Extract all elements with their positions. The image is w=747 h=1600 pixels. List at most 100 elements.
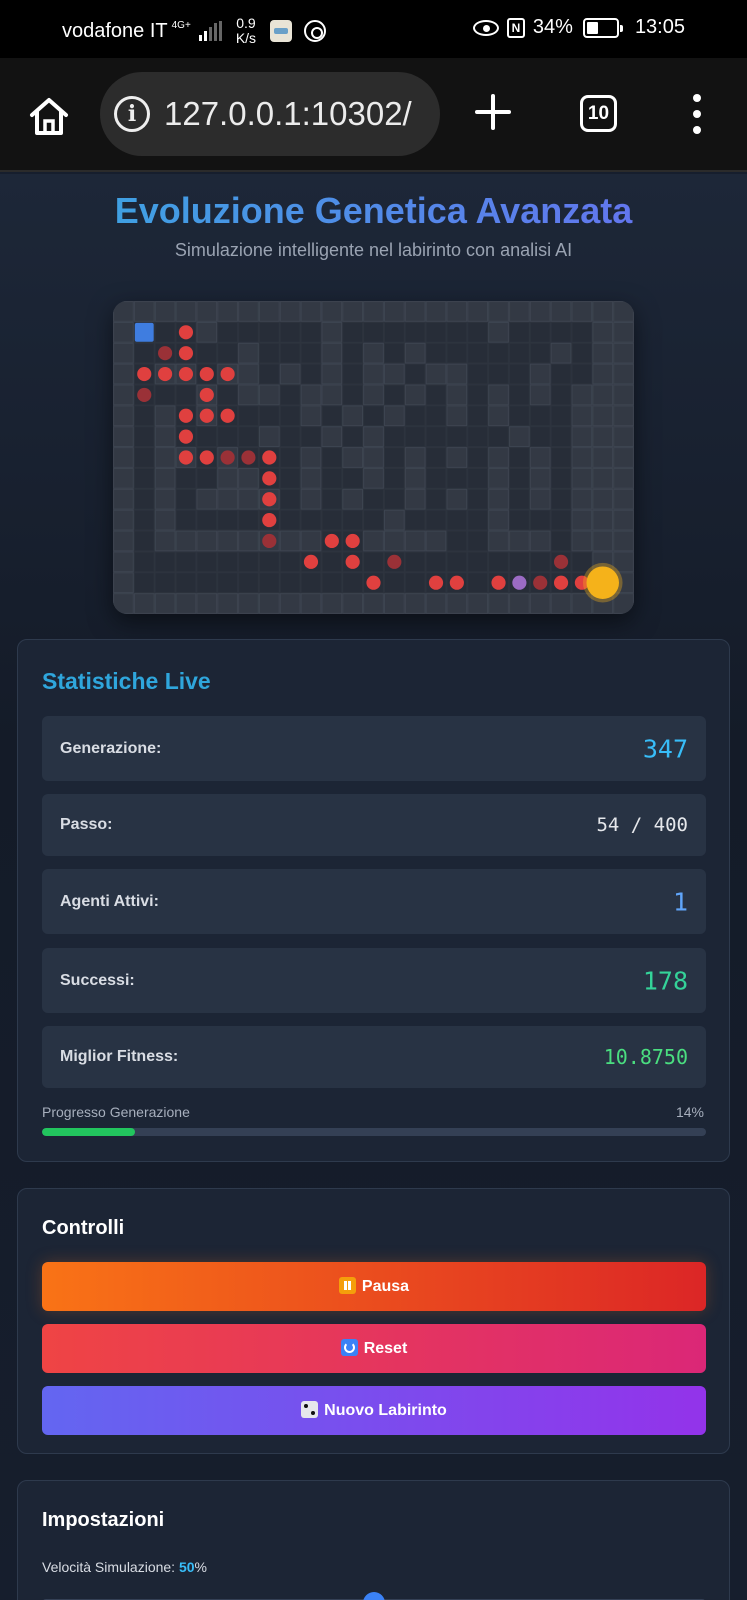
agent-dot <box>199 366 214 382</box>
maze-wall-cell <box>113 509 134 531</box>
maze-path-cell <box>404 426 426 447</box>
maze-wall-cell <box>488 509 509 531</box>
maze-wall-cell <box>446 363 468 385</box>
info-icon[interactable]: i <box>114 96 150 132</box>
agent-dot <box>137 366 152 382</box>
pause-icon <box>338 1277 356 1294</box>
maze-wall-cell <box>258 593 280 614</box>
maze-path-cell <box>279 551 301 573</box>
maze-wall-cell <box>113 447 134 468</box>
maze-wall-cell <box>300 593 322 614</box>
maze-wall-cell <box>509 301 530 322</box>
maze-wall-cell <box>238 342 259 364</box>
maze-path-cell <box>217 342 238 364</box>
maze-path-cell <box>425 488 447 510</box>
maze-path-cell <box>133 488 155 510</box>
maze-path-cell <box>321 488 343 510</box>
maze-wall-cell <box>529 301 551 322</box>
maze-path-cell <box>384 488 405 510</box>
maze-wall-cell <box>529 488 551 510</box>
maze-wall-cell <box>613 468 634 489</box>
maze-wall-cell <box>154 509 176 531</box>
maze-path-cell <box>529 509 551 531</box>
url-text[interactable]: 127.0.0.1:10302/ <box>164 95 412 132</box>
maze-wall-cell <box>488 468 509 489</box>
maze-path-cell <box>550 530 572 552</box>
address-bar[interactable]: i 127.0.0.1:10302/ <box>100 72 440 156</box>
maze-path-cell <box>238 551 259 573</box>
maze-wall-cell <box>592 447 614 468</box>
maze-path-cell <box>467 572 489 594</box>
maze-path-cell <box>384 342 405 364</box>
maze-wall-cell <box>446 488 468 510</box>
agent-dot <box>324 533 339 549</box>
maze-wall-cell <box>238 530 259 552</box>
maze-path-cell <box>550 509 572 531</box>
maze-path-cell <box>467 488 489 510</box>
maze-path-cell <box>571 321 593 343</box>
maze-wall-cell <box>404 447 426 468</box>
maze-path-cell <box>467 321 489 343</box>
agent-dot <box>158 346 173 361</box>
maze-wall-cell <box>342 488 363 510</box>
agent-dot <box>178 346 194 361</box>
maze-path-cell <box>217 384 238 406</box>
stat-generation: Generazione: 347 <box>42 716 706 781</box>
agent-dot <box>178 429 194 444</box>
maze-path-cell <box>196 342 218 364</box>
maze-wall-cell <box>509 530 530 552</box>
maze-path-cell <box>300 342 322 364</box>
maze-wall-cell <box>529 447 551 468</box>
maze-path-cell <box>571 363 593 385</box>
maze-wall-cell <box>592 342 614 364</box>
maze-path-cell <box>196 551 218 573</box>
maze-wall-cell <box>529 384 551 406</box>
maze-wall-cell <box>613 593 634 614</box>
maze-wall-cell <box>384 301 405 322</box>
maze-wall-cell <box>613 426 634 447</box>
maze-wall-cell <box>300 447 322 468</box>
maze-wall-cell <box>529 363 551 385</box>
menu-icon[interactable] <box>691 94 703 134</box>
maze-wall-cell <box>425 530 447 552</box>
browser-toolbar: i 127.0.0.1:10302/ 10 <box>0 58 747 172</box>
maze-path-cell <box>571 342 593 364</box>
maze-path-cell <box>154 321 176 343</box>
maze-wall-cell <box>571 426 593 447</box>
reset-button[interactable]: Reset <box>42 1324 706 1373</box>
maze-path-cell <box>404 363 426 385</box>
pause-button[interactable]: Pausa <box>42 1262 706 1311</box>
maze-wall-cell <box>300 301 322 322</box>
maze-path-cell <box>133 509 155 531</box>
maze-path-cell <box>300 572 322 594</box>
maze-wall-cell <box>613 530 634 552</box>
agent-dot <box>158 366 173 382</box>
maze-path-cell <box>154 384 176 406</box>
goal-marker <box>586 566 619 599</box>
stat-value: 1 <box>672 887 688 916</box>
plus-icon[interactable] <box>473 92 513 132</box>
maze-path-cell <box>509 363 530 385</box>
maze-wall-cell <box>258 384 280 406</box>
new-maze-button[interactable]: Nuovo Labirinto <box>42 1386 706 1435</box>
network-speed: 0.9 K/s <box>236 16 256 46</box>
maze-path-cell <box>446 551 468 573</box>
speed-slider-thumb[interactable] <box>363 1592 385 1600</box>
maze-path-cell <box>279 447 301 468</box>
maze-path-cell <box>467 447 489 468</box>
maze-wall-cell <box>571 447 593 468</box>
maze-wall-cell <box>446 384 468 406</box>
tabs-icon[interactable]: 10 <box>580 95 617 132</box>
stat-successes: Successi: 178 <box>42 948 706 1013</box>
maze-wall-cell <box>363 468 384 489</box>
maze-wall-cell <box>113 426 134 447</box>
maze-path-cell <box>133 405 155 427</box>
maze-path-cell <box>133 551 155 573</box>
maze-wall-cell <box>384 593 405 614</box>
maze-wall-cell <box>571 530 593 552</box>
maze-wall-cell <box>613 447 634 468</box>
maze-wall-cell <box>363 301 384 322</box>
maze-wall-cell <box>113 593 134 614</box>
home-icon[interactable] <box>26 93 72 139</box>
maze-wall-cell <box>113 384 134 406</box>
